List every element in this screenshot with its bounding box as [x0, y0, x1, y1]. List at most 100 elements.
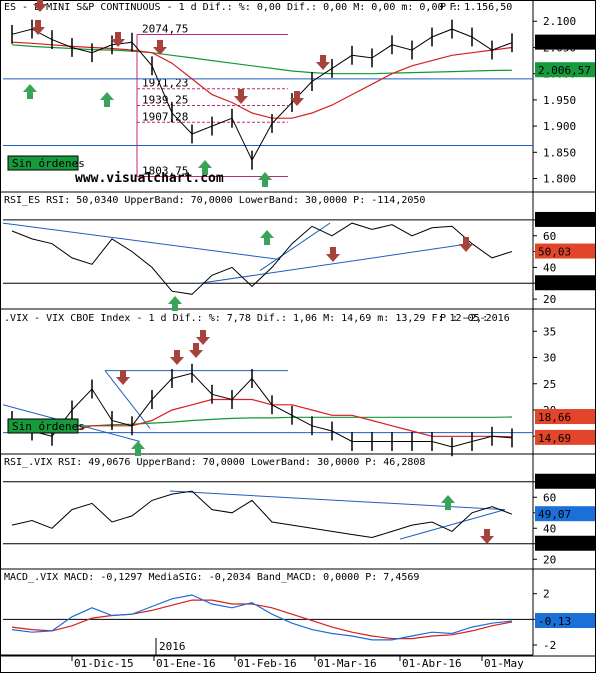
ytick-label-rsi_es: 60: [543, 230, 556, 243]
rsi-vix-lower-badge-bg: [535, 535, 595, 551]
buy-arrow-icon: [260, 230, 274, 245]
rsi-vix-upper-badge-bg: [535, 473, 595, 489]
rsi-vix-value-badge: 49,07: [538, 508, 571, 521]
x-tick-label: 01-May: [484, 657, 524, 670]
panel-header-value-macd: P: 7,4569: [365, 572, 419, 583]
sell-arrow-icon: [116, 370, 130, 385]
panel-header-macd: MACD_.VIX MACD: -0,1297 MediaSIG: -0,203…: [4, 572, 359, 583]
sell-arrow-icon: [31, 20, 45, 35]
ytick-label-es: 1.850: [543, 146, 576, 159]
trend-line: [2, 222, 281, 260]
rsi-es-lower-badge-bg: [535, 275, 595, 291]
trend-line: [259, 222, 331, 271]
buy-arrow-icon: [100, 92, 114, 107]
rsi-es-upper-badge-bg: [535, 211, 595, 227]
x-tick-label: 01-Ene-16: [156, 657, 216, 670]
buy-arrow-icon: [258, 172, 272, 187]
ytick-label-es: 1.800: [543, 173, 576, 186]
fib-label: 1907,28: [142, 110, 188, 123]
fib-label: 1939,25: [142, 94, 188, 107]
macd-signal-line: [11, 599, 513, 640]
trend-line: [199, 243, 471, 284]
ytick-label-rsi_es: 20: [543, 293, 556, 306]
panel-header-es: ES - E-MINI S&P CONTINUOUS - 1 d Dif.: %…: [4, 2, 462, 13]
sell-arrow-icon: [111, 32, 125, 47]
rsi-vix-line: [11, 490, 513, 539]
panel-header-vix: .VIX - VIX CBOE Index - 1 d Dif.: %: 7,7…: [4, 313, 510, 324]
panel-header-value-vix: P : -2,:: [440, 313, 488, 324]
ytick-label-rsi_vix: 60: [543, 491, 556, 504]
sell-arrow-icon: [459, 237, 473, 252]
trend-line: [169, 490, 506, 511]
sell-arrow-icon: [189, 343, 203, 358]
sell-arrow-icon: [170, 350, 184, 365]
vix-price-line: [11, 372, 513, 448]
vix-ma-red-line: [12, 398, 513, 438]
ytick-label-macd: 2: [543, 588, 550, 601]
fib-label: 2074,75: [142, 22, 188, 35]
rsi-es-lower-badge: 30: [538, 277, 551, 290]
ytick-label-vix: 35: [543, 325, 556, 338]
ytick-label-rsi_vix: 40: [543, 522, 556, 535]
sell-arrow-icon: [153, 40, 167, 55]
macd-value-badge-bg: [535, 613, 595, 629]
macd-value-badge: -0,13: [538, 615, 571, 628]
sell-arrow-icon: [33, 0, 47, 12]
panel-header-value-es: P : 1.156,50: [440, 2, 512, 13]
rsi-es-line: [11, 222, 513, 295]
vix-last-badge: 14,69: [538, 432, 571, 445]
buy-arrow-icon: [441, 495, 455, 510]
fib-label: 1803,75: [142, 165, 188, 178]
ytick-label-es: 1.950: [543, 94, 576, 107]
sell-arrow-icon: [480, 529, 494, 544]
sell-arrow-icon: [234, 89, 248, 104]
x-tick-label: 01-Mar-16: [317, 657, 377, 670]
rsi-es-value-badge: 50,03: [538, 246, 571, 259]
sell-arrow-icon: [326, 247, 340, 262]
sin-ordenes-label: Sin órdenes: [12, 420, 85, 433]
ytick-label-rsi_es: 40: [543, 261, 556, 274]
ytick-label-vix: 30: [543, 352, 556, 365]
es-ma-badge-bg: [535, 62, 595, 78]
vix-ma-badge: 18,66: [538, 411, 571, 424]
es-ma-badge: 2.006,57: [538, 64, 591, 77]
ma-red-line: [11, 41, 513, 119]
buy-arrow-icon: [23, 84, 37, 99]
ytick-label-rsi_vix: 20: [543, 553, 556, 566]
macd-line: [11, 594, 513, 641]
rsi-vix-upper-badge: 70: [538, 476, 551, 489]
ma-green-line: [11, 44, 513, 75]
watermark: www.visualchart.com: [75, 171, 224, 186]
panel-header-value-rsi_es: P: -114,2050: [353, 195, 425, 206]
es-last-price-badge: 2.059,25: [538, 37, 591, 50]
sin-ordenes-box: [7, 155, 79, 171]
sin-ordenes-box: [7, 418, 79, 434]
buy-arrow-icon: [198, 160, 212, 175]
vix-ma-green-line: [12, 416, 513, 427]
trend-line: [399, 509, 506, 540]
es-last-price-badge-bg: [535, 34, 595, 50]
panel-header-rsi_es: RSI_ES RSI: 50,0340 UpperBand: 70,0000 L…: [4, 195, 347, 206]
sell-arrow-icon: [196, 330, 210, 345]
fib-label: 1971,23: [142, 77, 188, 90]
x-tick-label: 01-Dic-15: [74, 657, 134, 670]
sell-arrow-icon: [316, 55, 330, 70]
vix-ma-badge-bg: [535, 409, 595, 425]
sin-ordenes-label: Sin órdenes: [12, 157, 85, 170]
vix-last-badge-bg: [535, 429, 595, 445]
ytick-label-macd: -2: [543, 639, 556, 652]
rsi-vix-value-badge-bg: [535, 506, 595, 522]
ytick-label-vix: 25: [543, 378, 556, 391]
ytick-label-es: 2.100: [543, 15, 576, 28]
rsi-es-upper-badge: 70: [538, 214, 551, 227]
price-line: [11, 28, 513, 162]
x-tick-label: 01-Abr-16: [402, 657, 462, 670]
rsi-es-value-badge-bg: [535, 243, 595, 259]
rsi-vix-lower-badge: 30: [538, 538, 551, 551]
sell-arrow-icon: [290, 91, 304, 106]
x-tick-label: 01-Feb-16: [237, 657, 297, 670]
trend-line: [104, 370, 151, 429]
panel-header-rsi_vix: RSI_.VIX RSI: 49,0676 UpperBand: 70,0000…: [4, 457, 359, 468]
year-label: 2016: [159, 640, 186, 653]
